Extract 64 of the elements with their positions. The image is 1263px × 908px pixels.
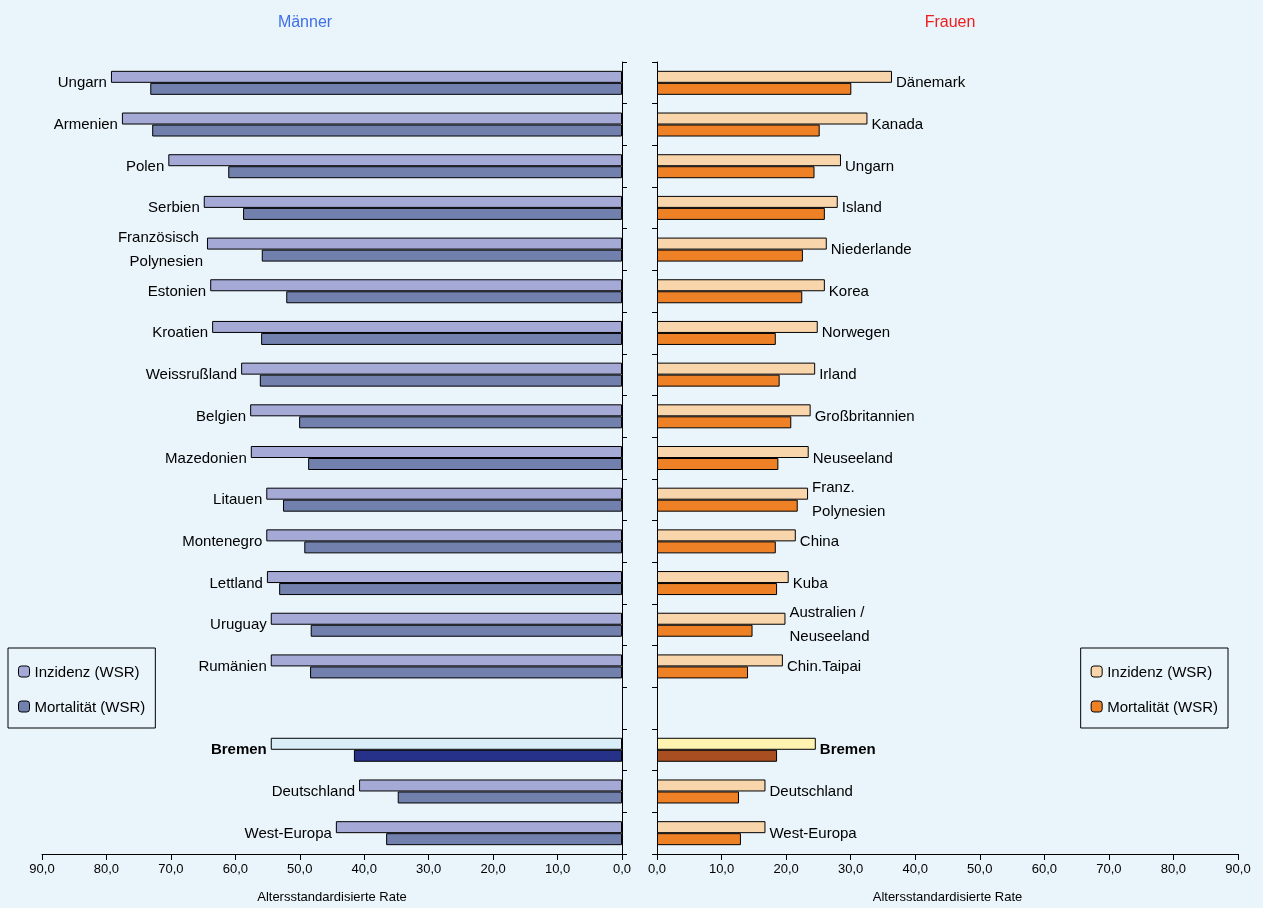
- y-tick-label: Franz. Polynesien: [812, 478, 886, 520]
- x-tick-label: 90,0: [29, 861, 55, 876]
- y-tick-label: Weissrußland: [145, 365, 238, 383]
- x-axis-title: Altersstandardisierte Rate: [872, 889, 1023, 904]
- x-tick-label: 10,0: [708, 861, 735, 876]
- y-tick-label: Dänemark: [895, 73, 966, 91]
- y-tick-label: Bremen: [210, 740, 267, 758]
- legend-label: Mortalität (WSR): [1107, 698, 1219, 715]
- y-tick-label: Ungarn: [57, 73, 107, 91]
- y-tick-label: Armenien: [53, 115, 118, 133]
- y-tick-label: Australien /Neuseeland: [789, 603, 870, 645]
- legend-label: Inzidenz (WSR): [1107, 663, 1213, 680]
- chart-title: Frauen: [924, 12, 976, 30]
- y-tick-label: West-Europa: [769, 823, 858, 841]
- y-tick-label: Estonien: [147, 281, 207, 299]
- legend-label: Inzidenz (WSR): [34, 663, 140, 680]
- x-tick-label: 40,0: [902, 861, 928, 876]
- x-tick-label: 70,0: [1096, 861, 1122, 876]
- y-tick-label: China: [799, 531, 840, 549]
- y-tick-label: Uruguay: [210, 615, 268, 633]
- x-tick-label: 0,0: [612, 861, 632, 876]
- x-tick-label: 10,0: [544, 861, 571, 876]
- y-tick-label: Belgien: [196, 406, 247, 424]
- y-tick-label: Kuba: [792, 573, 829, 591]
- y-tick-label: Island: [841, 198, 882, 216]
- x-tick-label: 20,0: [480, 861, 506, 876]
- y-tick-label: Deutschland: [769, 781, 853, 799]
- x-tick-label: 60,0: [1031, 861, 1057, 876]
- y-tick-label: Norwegen: [821, 323, 891, 341]
- x-tick-label: 60,0: [222, 861, 248, 876]
- x-tick-label: 80,0: [93, 861, 120, 876]
- x-tick-label: 50,0: [967, 861, 993, 876]
- y-tick-label: Irland: [819, 365, 857, 383]
- y-tick-label: Niederlande: [830, 240, 912, 258]
- y-tick-label: Mazedonien: [165, 448, 247, 466]
- y-tick-label: Großbritannien: [814, 406, 915, 424]
- x-tick-label: 20,0: [773, 861, 799, 876]
- y-tick-label: Litauen: [213, 490, 263, 508]
- x-tick-label: 30,0: [838, 861, 864, 876]
- y-tick-label: Deutschland: [271, 781, 356, 799]
- y-tick-label: Korea: [828, 281, 870, 299]
- y-tick-label: Französisch Polynesien: [117, 228, 203, 270]
- y-tick-label: Neuseeland: [812, 448, 893, 466]
- y-tick-label: Kanada: [871, 115, 924, 133]
- x-axis-title: Altersstandardisierte Rate: [257, 889, 407, 904]
- x-tick-label: 50,0: [287, 861, 313, 876]
- chart-title: Männer: [277, 12, 333, 30]
- y-tick-label: Montenegro: [182, 531, 263, 549]
- x-tick-label: 70,0: [158, 861, 184, 876]
- x-tick-label: 90,0: [1225, 861, 1251, 876]
- y-tick-label: Polen: [125, 156, 165, 174]
- y-tick-label: Chin.Taipai: [786, 656, 862, 674]
- y-tick-label: Rumänien: [198, 656, 267, 674]
- x-tick-label: 80,0: [1160, 861, 1187, 876]
- legend-label: Mortalität (WSR): [34, 698, 146, 715]
- x-tick-label: 40,0: [351, 861, 377, 876]
- y-tick-label: Serbien: [148, 198, 200, 216]
- y-tick-label: Kroatien: [152, 323, 209, 341]
- x-tick-label: 30,0: [416, 861, 442, 876]
- y-tick-label: Ungarn: [844, 156, 895, 174]
- x-tick-label: 0,0: [647, 861, 667, 876]
- y-tick-label: Lettland: [209, 573, 263, 591]
- y-tick-label: West-Europa: [244, 823, 333, 841]
- y-tick-label: Bremen: [819, 740, 876, 758]
